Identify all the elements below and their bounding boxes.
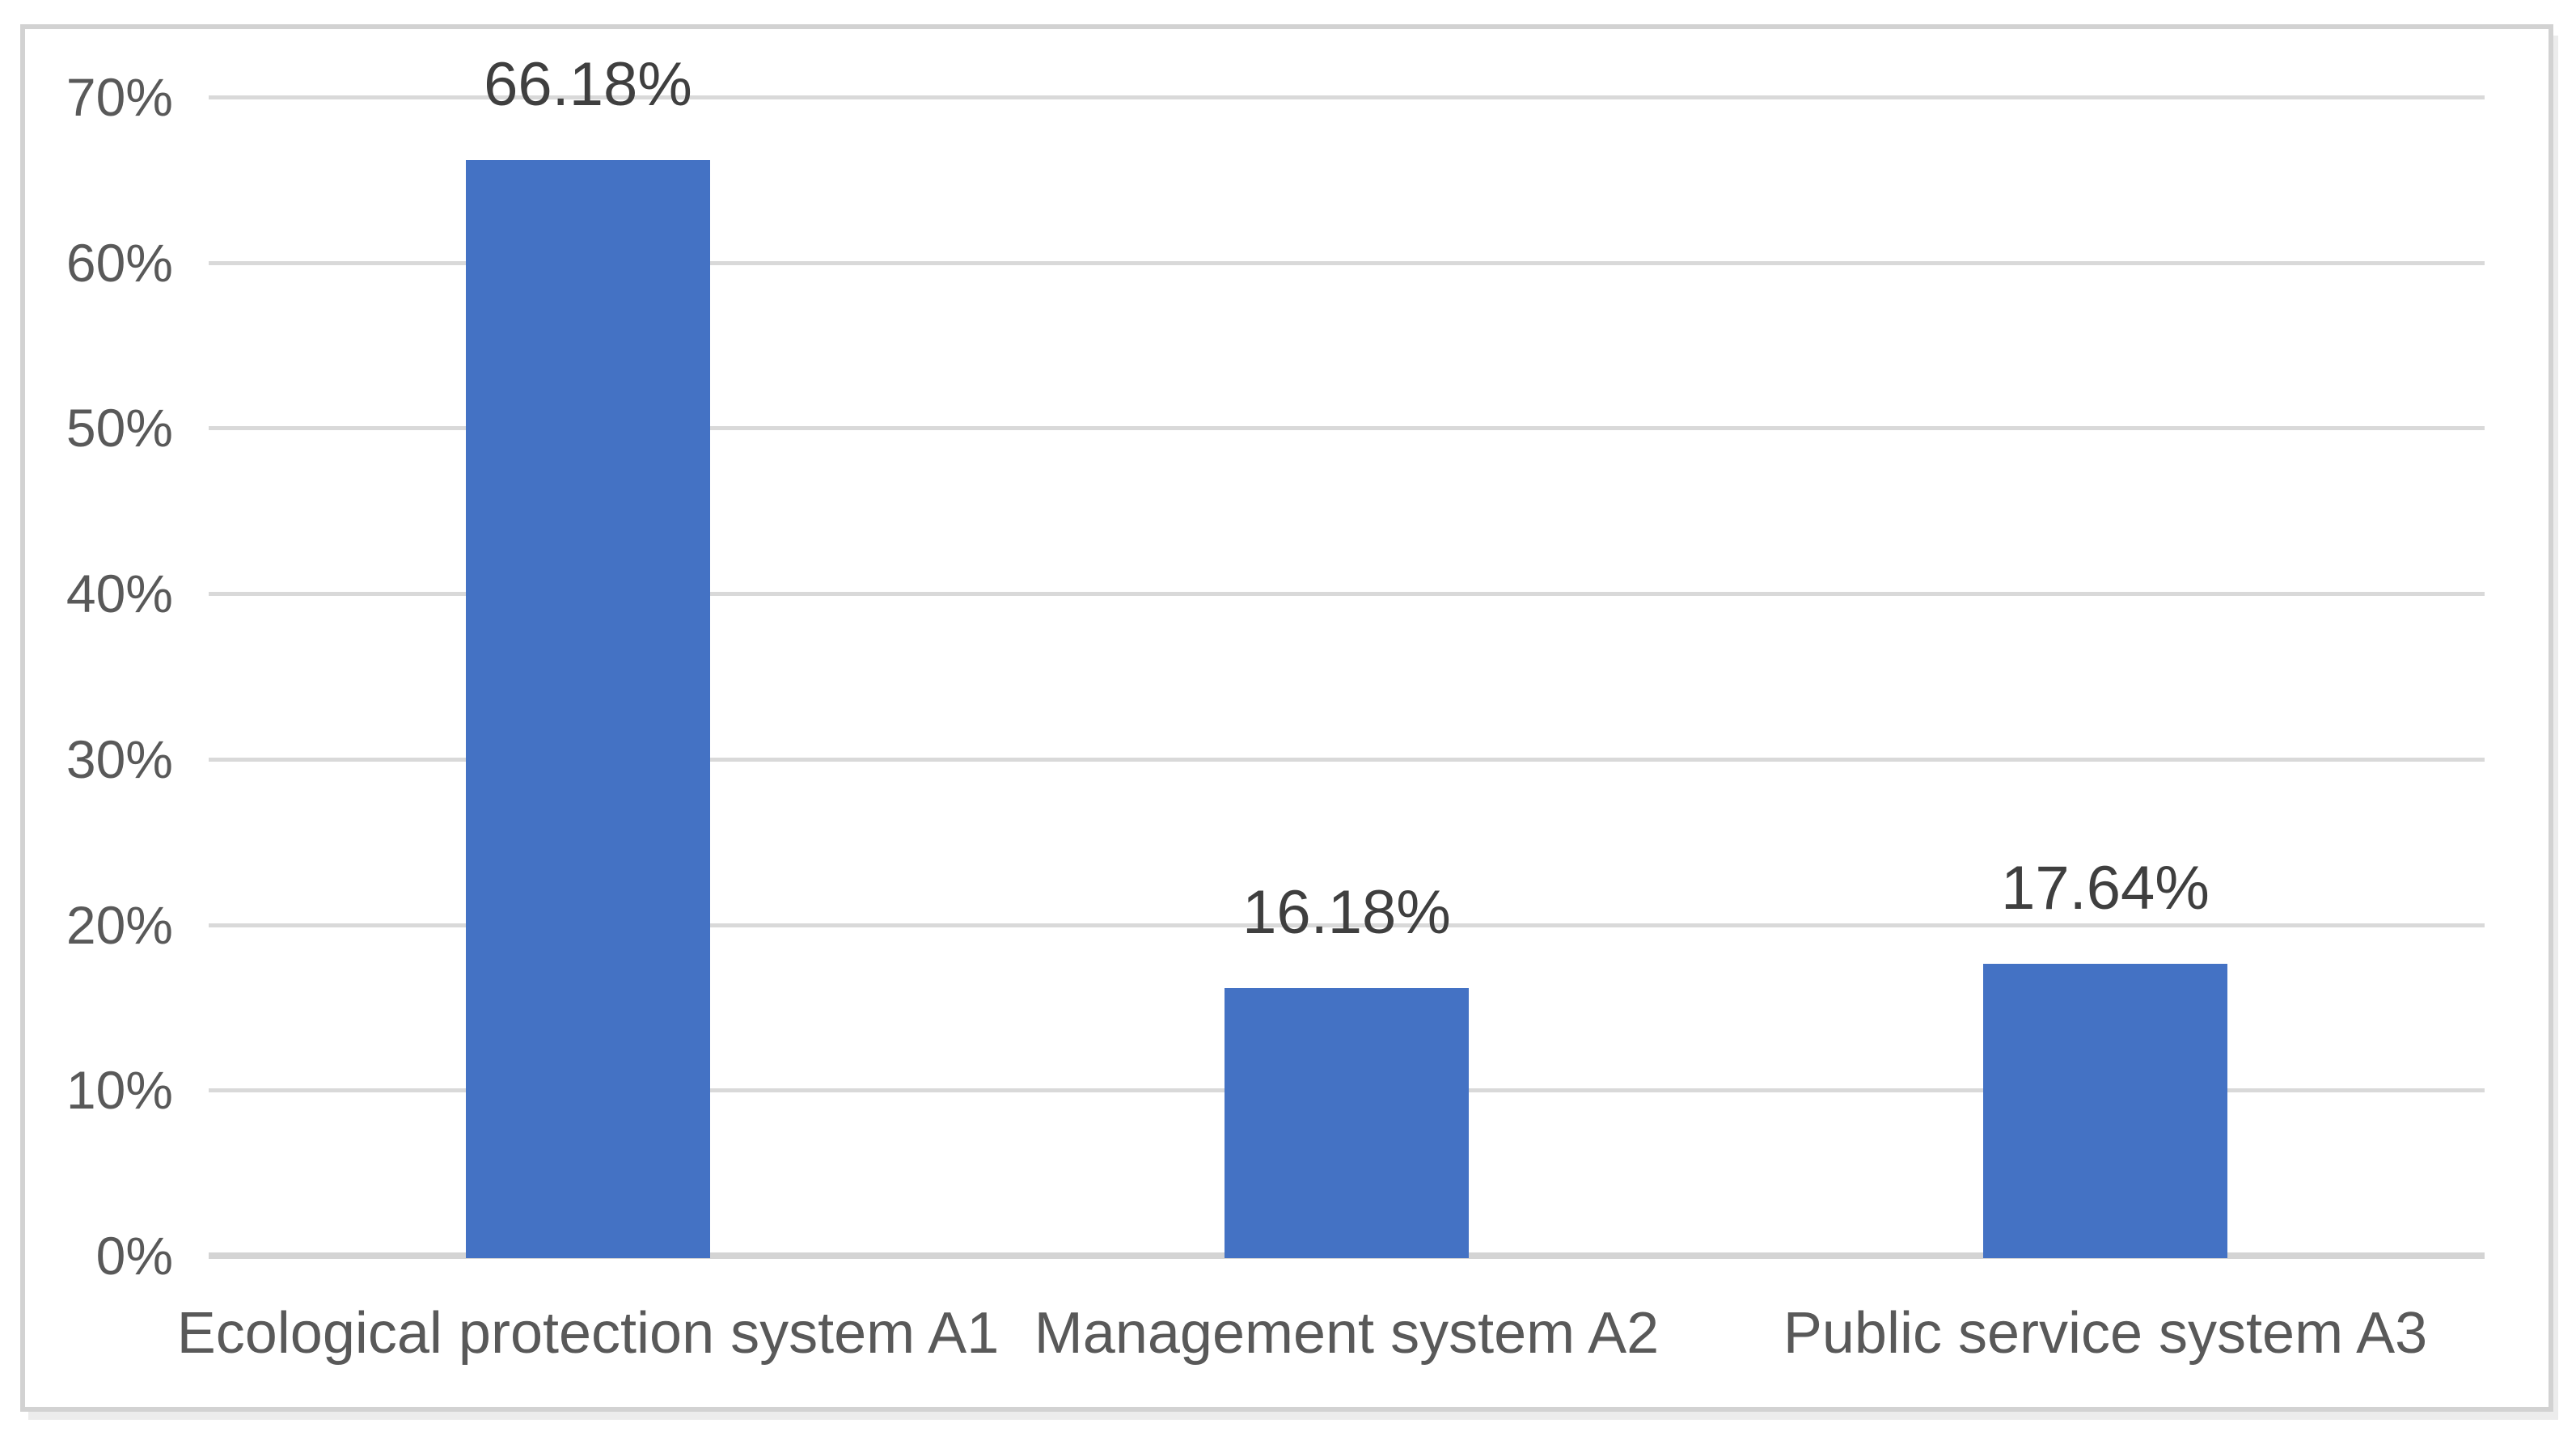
y-axis-tick-label-20pct: 20% (66, 894, 173, 955)
bar-public-service-system-a3 (1983, 963, 2227, 1258)
y-axis-tick-label-70pct: 70% (66, 67, 173, 127)
bar-value-label: 16.18% (1242, 877, 1451, 947)
y-axis-tick-label-50pct: 50% (66, 398, 173, 458)
bar-ecological-protection-system-a1 (466, 160, 710, 1258)
y-axis-tick-label-30pct: 30% (66, 729, 173, 789)
y-axis-tick-label-60pct: 60% (66, 232, 173, 293)
y-axis-tick-label-0pct: 0% (95, 1226, 173, 1286)
x-axis-category-label: Management system A2 (1034, 1301, 1660, 1366)
y-axis-tick-label-10pct: 10% (66, 1060, 173, 1121)
gridline-70pct (209, 95, 2485, 99)
gridline-40pct (209, 592, 2485, 597)
gridline-60pct (209, 260, 2485, 265)
y-axis-tick-label-40pct: 40% (66, 564, 173, 624)
gridline-30pct (209, 757, 2485, 762)
bar-value-label: 66.18% (484, 50, 692, 120)
bar-management-system-a2 (1225, 987, 1469, 1258)
x-axis-category-label: Public service system A3 (1783, 1301, 2428, 1366)
bar-value-label: 17.64% (2001, 853, 2210, 923)
gridline-50pct (209, 426, 2485, 431)
x-axis-category-label: Ecological protection system A1 (176, 1301, 1000, 1366)
gridline-20pct (209, 923, 2485, 927)
